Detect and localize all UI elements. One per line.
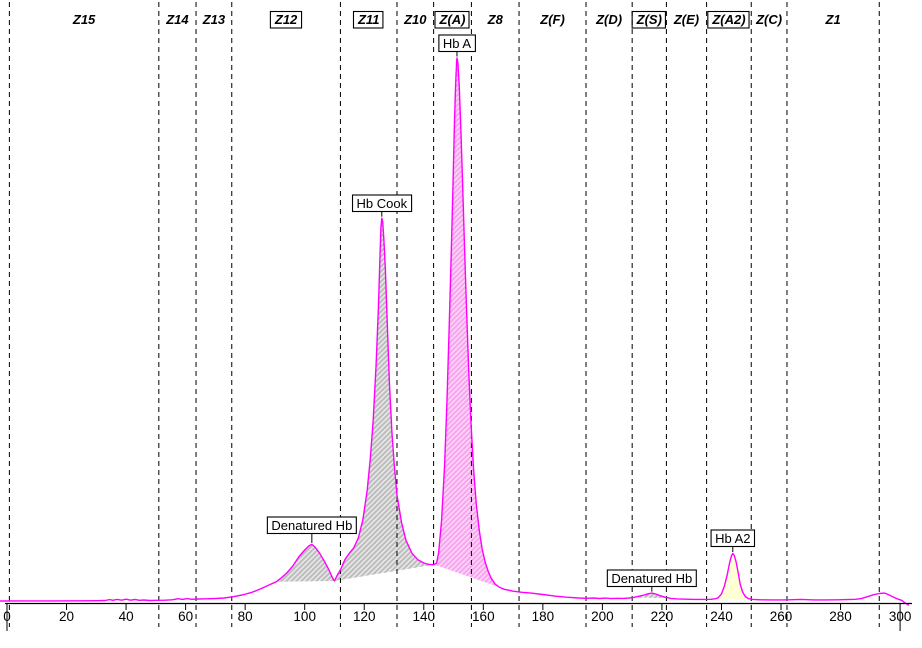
peak-label-denatured-hb: Denatured Hb bbox=[606, 569, 697, 588]
peak-label-box bbox=[351, 194, 413, 213]
zone-label-z11: Z11 bbox=[357, 12, 379, 27]
peak-fill-hb-a2 bbox=[713, 553, 750, 599]
zone-label-box bbox=[269, 10, 303, 29]
zone-label-z10: Z10 bbox=[403, 12, 427, 27]
x-tick-label: 180 bbox=[532, 609, 555, 624]
electropherogram-trace bbox=[0, 57, 910, 606]
peak-fill-hb-a bbox=[434, 58, 508, 591]
zone-label-z12: Z12 bbox=[274, 12, 298, 27]
zone-label-box bbox=[434, 10, 470, 29]
zone-label-box bbox=[631, 10, 666, 29]
peak-label-text: Hb A2 bbox=[715, 531, 750, 546]
peak-label-box bbox=[606, 569, 697, 588]
peak-label-hb-a2: Hb A2 bbox=[710, 529, 756, 548]
peak-label-box bbox=[266, 516, 357, 535]
peak-label-text: Hb Cook bbox=[357, 196, 408, 211]
peak-label-hb-a: Hb A bbox=[438, 34, 476, 53]
zone-label-z13: Z13 bbox=[202, 12, 226, 27]
zone-label-z8: Z8 bbox=[487, 12, 504, 27]
zone-label-z-f: Z(F) bbox=[539, 12, 565, 27]
zone-label-z1: Z1 bbox=[825, 12, 841, 27]
x-tick-label: 120 bbox=[353, 609, 376, 624]
peak-label-box bbox=[710, 529, 756, 548]
x-tick-label: 160 bbox=[472, 609, 495, 624]
x-tick-label: 280 bbox=[829, 609, 852, 624]
x-tick-label: 60 bbox=[178, 609, 193, 624]
x-tick-label: 80 bbox=[238, 609, 253, 624]
peak-fill-denatured-hb-1 bbox=[276, 544, 335, 582]
peak-label-box bbox=[438, 34, 476, 53]
zone-label-z-e: Z(E) bbox=[673, 12, 699, 27]
x-tick-label: 200 bbox=[591, 609, 614, 624]
x-tick-label: 260 bbox=[770, 609, 793, 624]
x-tick-label: 40 bbox=[119, 609, 134, 624]
x-tick-label: 100 bbox=[293, 609, 316, 624]
x-tick-label: 300 bbox=[889, 609, 912, 624]
x-tick-label: 220 bbox=[651, 609, 674, 624]
zone-label-box bbox=[707, 10, 750, 29]
zone-label-z-s: Z(S) bbox=[636, 12, 662, 27]
zone-label-z-c: Z(C) bbox=[755, 12, 782, 27]
zone-label-z14: Z14 bbox=[165, 12, 189, 27]
zone-label-box bbox=[352, 10, 384, 29]
zone-label-z-d: Z(D) bbox=[595, 12, 622, 27]
x-tick-label: 0 bbox=[3, 609, 11, 624]
peak-fill-hb-cook bbox=[334, 218, 435, 581]
peak-label-text: Hb A bbox=[443, 36, 472, 51]
peak-fill-denatured-hb-2 bbox=[633, 593, 671, 599]
peak-label-hb-cook: Hb Cook bbox=[351, 194, 413, 213]
peak-label-text: Denatured Hb bbox=[611, 571, 692, 586]
x-tick-label: 240 bbox=[710, 609, 733, 624]
peak-label-denatured-hb: Denatured Hb bbox=[266, 516, 357, 535]
x-tick-label: 20 bbox=[59, 609, 74, 624]
x-tick-label: 140 bbox=[413, 609, 436, 624]
peak-label-text: Denatured Hb bbox=[271, 518, 352, 533]
zone-label-z-a2: Z(A2) bbox=[711, 12, 745, 27]
zone-label-z15: Z15 bbox=[72, 12, 96, 27]
zone-label-z-a: Z(A) bbox=[439, 12, 466, 27]
